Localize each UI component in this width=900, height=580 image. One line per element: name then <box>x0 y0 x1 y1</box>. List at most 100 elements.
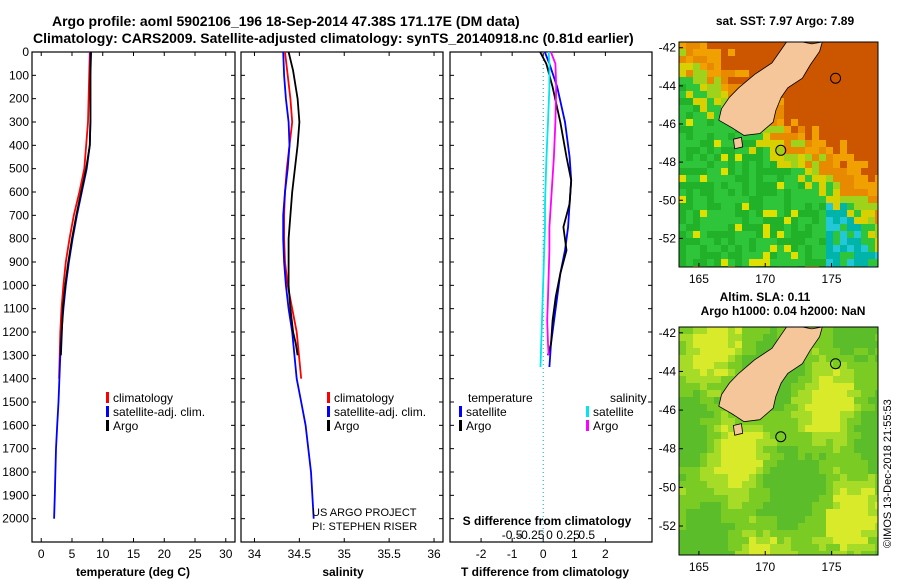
map-pixel <box>749 418 756 425</box>
map-lat-label: -48 <box>659 442 677 456</box>
map-pixel <box>770 481 777 488</box>
map-pixel <box>812 168 819 175</box>
sst-map-ticks: 165 170 175-42-44-46-48-50-52 <box>659 41 842 286</box>
map-pixel <box>798 439 805 446</box>
map-pixel <box>686 252 693 259</box>
map-pixel <box>847 369 854 376</box>
map-pixel <box>812 376 819 383</box>
map-pixel <box>819 348 826 355</box>
map-pixel <box>840 418 847 425</box>
map-pixel <box>791 523 798 530</box>
map-pixel <box>861 509 868 516</box>
salinity-axis-label: salinity <box>322 565 364 579</box>
map-pixel <box>777 474 784 481</box>
map-pixel <box>700 432 707 439</box>
map-pixel <box>693 481 700 488</box>
credit-line1: US ARGO PROJECT <box>312 507 417 519</box>
map-pixel <box>784 516 791 523</box>
map-pixel <box>840 355 847 362</box>
s-difference-tick-label: -0.5 <box>502 528 523 542</box>
map-pixel <box>693 98 700 105</box>
map-pixel <box>791 231 798 238</box>
map-pixel <box>686 147 693 154</box>
map-pixel <box>721 516 728 523</box>
map-pixel <box>714 182 721 189</box>
map-pixel <box>805 390 812 397</box>
map-pixel <box>861 404 868 411</box>
map-pixel <box>735 238 742 245</box>
map-pixel <box>770 217 777 224</box>
map-pixel <box>784 161 791 168</box>
map-pixel <box>763 224 770 231</box>
map-pixel <box>700 327 707 334</box>
map-pixel <box>847 334 854 341</box>
map-pixel <box>721 259 728 266</box>
legend-swatch-argo <box>327 420 330 431</box>
map-pixel <box>791 203 798 210</box>
map-pixel <box>840 390 847 397</box>
map-pixel <box>763 530 770 537</box>
map-pixel <box>686 334 693 341</box>
map-pixel <box>812 182 819 189</box>
map-pixel <box>735 341 742 348</box>
map-pixel <box>798 432 805 439</box>
map-pixel <box>840 446 847 453</box>
map-pixel <box>742 481 749 488</box>
map-pixel <box>812 203 819 210</box>
map-pixel <box>693 84 700 91</box>
map-pixel <box>833 509 840 516</box>
map-pixel <box>749 49 756 56</box>
map-pixel <box>861 474 868 481</box>
map-pixel <box>714 516 721 523</box>
map-pixel <box>693 224 700 231</box>
map-pixel <box>833 98 840 105</box>
map-pixel <box>854 77 861 84</box>
map-pixel <box>833 362 840 369</box>
map-pixel <box>854 161 861 168</box>
map-pixel <box>735 245 742 252</box>
map-pixel <box>868 418 875 425</box>
legend-title-salinity: salinity <box>610 391 647 405</box>
map-pixel <box>735 63 742 70</box>
map-pixel <box>854 439 861 446</box>
map-pixel <box>777 175 784 182</box>
map-pixel <box>700 516 707 523</box>
map-pixel <box>763 259 770 266</box>
map-pixel <box>679 341 686 348</box>
map-pixel <box>791 411 798 418</box>
map-pixel <box>791 189 798 196</box>
map-pixel <box>861 341 868 348</box>
map-pixel <box>826 147 833 154</box>
map-pixel <box>770 175 777 182</box>
map-pixel <box>679 70 686 77</box>
map-pixel <box>686 523 693 530</box>
map-pixel <box>798 516 805 523</box>
map-pixel <box>833 418 840 425</box>
map-pixel <box>812 77 819 84</box>
map-pixel <box>728 196 735 203</box>
map-pixel <box>861 523 868 530</box>
map-pixel <box>749 425 756 432</box>
map-pixel <box>679 161 686 168</box>
map-pixel <box>686 404 693 411</box>
map-pixel <box>735 259 742 266</box>
map-pixel <box>854 217 861 224</box>
map-pixel <box>819 126 826 133</box>
map-pixel <box>798 453 805 460</box>
map-pixel <box>742 259 749 266</box>
map-pixel <box>861 488 868 495</box>
map-pixel <box>693 133 700 140</box>
map-pixel <box>868 537 875 544</box>
map-pixel <box>714 390 721 397</box>
map-pixel <box>707 376 714 383</box>
map-pixel <box>847 63 854 70</box>
map-pixel <box>826 369 833 376</box>
south-island-landmass <box>718 42 823 136</box>
map-pixel <box>686 467 693 474</box>
map-pixel <box>840 112 847 119</box>
map-pixel <box>756 210 763 217</box>
map-pixel <box>714 175 721 182</box>
map-pixel <box>847 119 854 126</box>
map-pixel <box>819 182 826 189</box>
map-pixel <box>777 467 784 474</box>
